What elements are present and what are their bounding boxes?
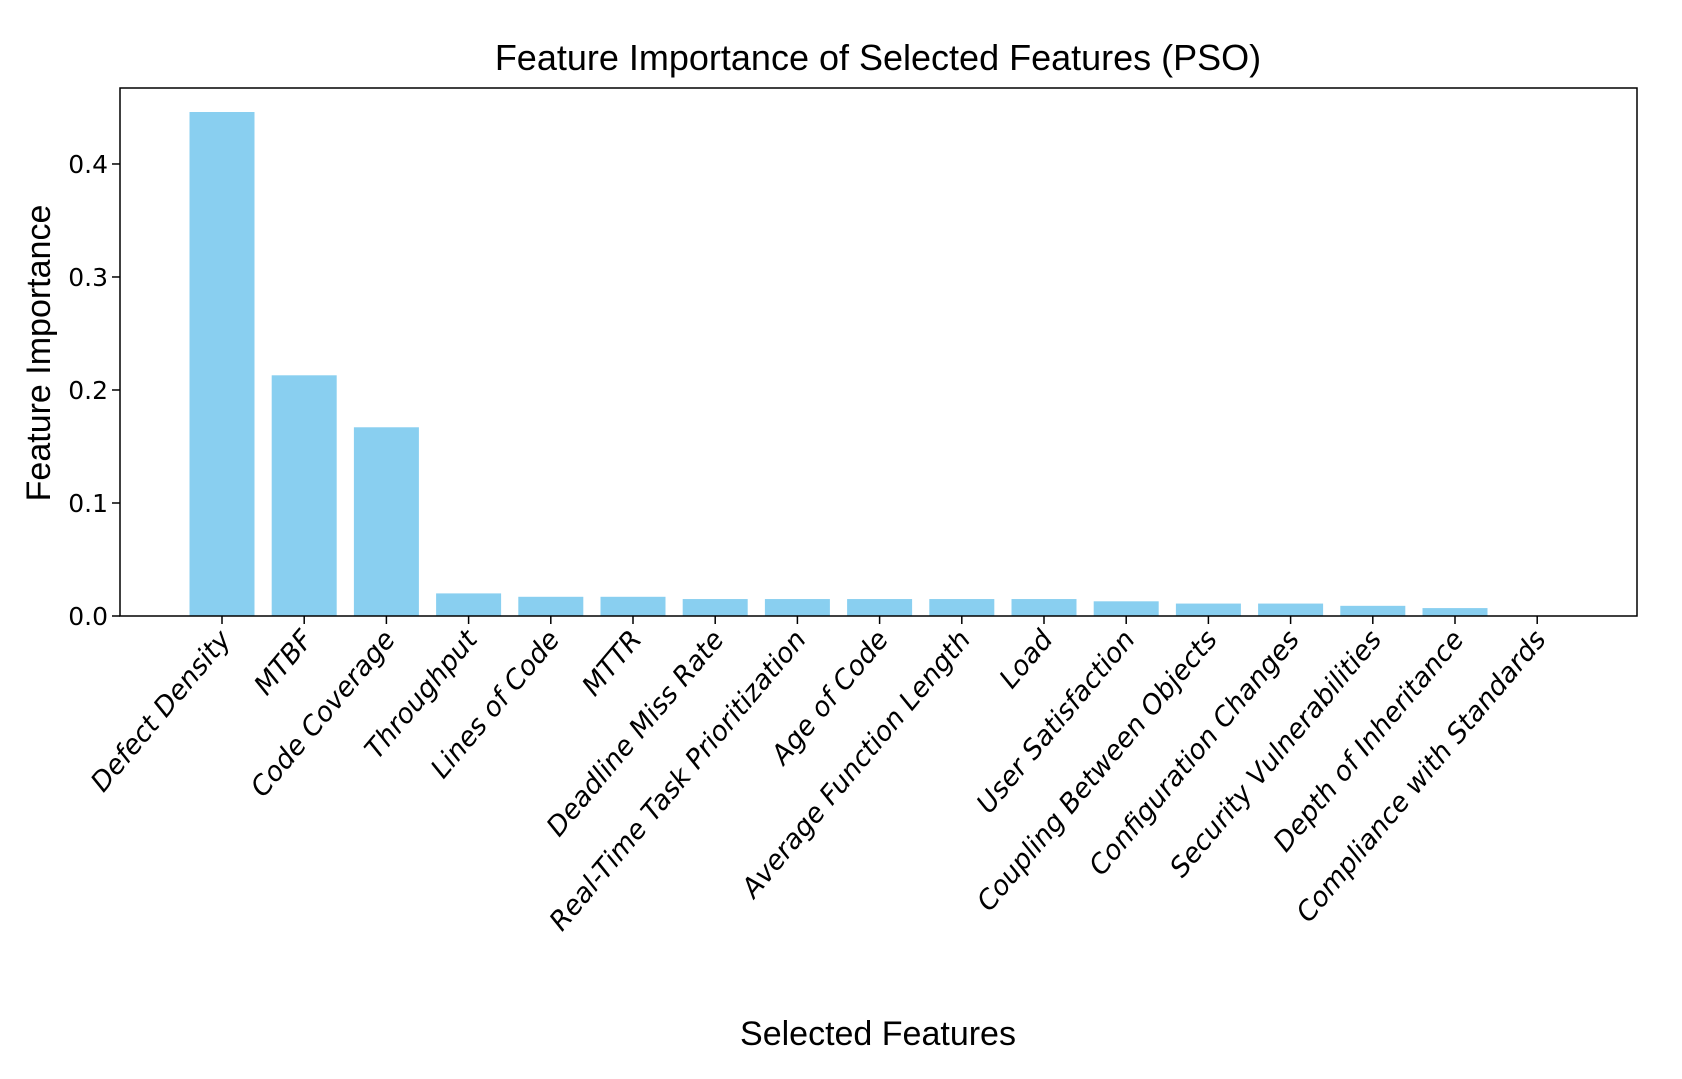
y-tick-label: 0.0 (68, 602, 108, 631)
x-tick-label: Defect Density (85, 624, 238, 798)
bar (1340, 605, 1406, 616)
bar (847, 599, 913, 616)
x-tick-label: Load (994, 624, 1060, 695)
x-tick-label: Code Coverage (245, 625, 402, 804)
bar (929, 599, 995, 616)
bar (1258, 603, 1324, 616)
y-axis-label: Feature Importance (20, 205, 58, 502)
bar (764, 599, 830, 616)
y-tick-label: 0.2 (68, 376, 108, 405)
bar (1422, 608, 1488, 616)
y-tick-label: 0.3 (68, 263, 108, 292)
bar (189, 112, 255, 616)
plot-frame (119, 87, 1638, 617)
bar (271, 375, 337, 616)
x-tick-label: User Satisfaction (971, 625, 1142, 820)
chart-title: Feature Importance of Selected Features … (495, 37, 1261, 78)
bar (436, 593, 502, 616)
x-tick-label: MTBF (248, 624, 320, 701)
bar (682, 599, 748, 616)
y-tick-label: 0.4 (68, 150, 108, 179)
x-axis-label: Selected Features (740, 1015, 1016, 1053)
bar (353, 427, 419, 616)
bar (518, 596, 584, 616)
x-tick-label: MTTR (576, 625, 648, 702)
bar (600, 596, 666, 616)
bar (1093, 601, 1159, 616)
bar (1011, 599, 1077, 616)
y-tick-label: 0.1 (68, 489, 108, 518)
bar (1175, 603, 1241, 616)
